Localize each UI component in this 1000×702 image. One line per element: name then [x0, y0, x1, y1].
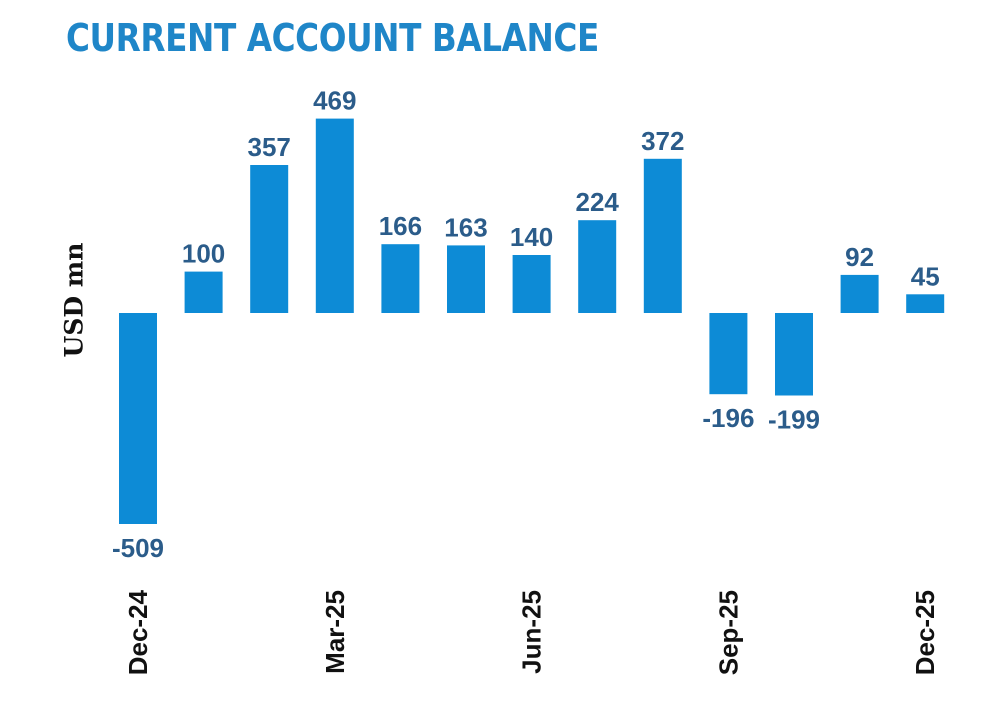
bar-Feb-25 [250, 165, 289, 313]
bar-Jul-25 [578, 220, 617, 313]
x-tick-Mar-25: Mar-25 [320, 590, 350, 674]
value-label-Dec-25: 45 [911, 261, 940, 291]
bar-Mar-25 [315, 118, 354, 313]
bar-Jun-25 [512, 255, 551, 313]
value-label-Oct-25: -199 [768, 405, 820, 435]
value-label-Sep-25: -196 [702, 403, 754, 433]
x-tick-Dec-24: Dec-24 [123, 589, 153, 675]
value-label-Jan-25: 100 [182, 239, 225, 269]
bar-Dec-25 [906, 294, 945, 313]
bar-Sep-25 [709, 313, 748, 395]
value-label-Aug-25: 372 [641, 126, 684, 156]
chart-title: CURRENT ACCOUNT BALANCE [66, 16, 599, 60]
value-label-Dec-24: -509 [112, 533, 164, 563]
x-tick-Jun-25: Jun-25 [517, 590, 547, 674]
value-label-Feb-25: 357 [248, 132, 291, 162]
bar-Nov-25 [840, 274, 879, 313]
bar-Apr-25 [381, 244, 420, 313]
x-tick-labels-group: Dec-24 Mar-25 Jun-25 Sep-25 Dec-25 [123, 589, 940, 675]
bar-Dec-24 [119, 313, 157, 524]
value-label-Apr-25: 166 [379, 211, 422, 241]
x-tick-Dec-25: Dec-25 [910, 590, 940, 675]
value-labels-group: -509 100 357 469 166 163 140 224 372 -196 -199 92 45 [112, 86, 940, 563]
x-tick-Sep-25: Sep-25 [713, 590, 743, 675]
bars-group [119, 118, 945, 524]
value-label-Jun-25: 140 [510, 222, 553, 252]
bar-Oct-25 [775, 313, 813, 396]
value-label-Jul-25: 224 [576, 187, 620, 217]
bar-Aug-25 [643, 158, 682, 313]
value-label-Nov-25: 92 [845, 242, 874, 272]
value-label-Mar-25: 469 [313, 86, 356, 116]
bar-May-25 [447, 245, 485, 313]
bar-Jan-25 [184, 271, 223, 313]
value-label-May-25: 163 [444, 212, 487, 242]
